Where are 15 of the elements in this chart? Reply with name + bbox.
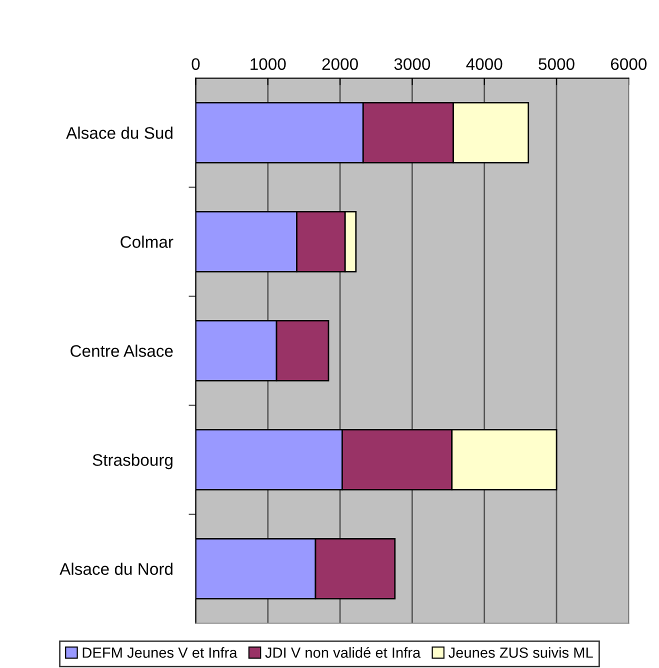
x-tick-label: 0 <box>192 58 200 70</box>
y-tick-label: Alsace du Nord <box>60 562 172 575</box>
x-tick-label: 1000 <box>250 58 286 70</box>
legend-label: Jeunes ZUS suivis ML <box>448 647 593 658</box>
y-tick-label: Centre Alsace <box>70 344 173 357</box>
x-tick-label: 2000 <box>322 58 358 70</box>
x-tick-label: 6000 <box>610 58 647 70</box>
y-tick-label: Colmar <box>120 236 174 248</box>
legend-label: DEFM Jeunes V et Infra <box>82 647 238 658</box>
x-tick-label: 4000 <box>466 58 502 70</box>
legend-label: JDI V non validé et Infra <box>265 646 421 658</box>
y-tick-label: Strasbourg <box>92 454 172 470</box>
x-tick-label: 5000 <box>538 58 574 70</box>
y-tick-label: Alsace du Sud <box>66 126 172 139</box>
x-tick-label: 3000 <box>394 58 430 70</box>
